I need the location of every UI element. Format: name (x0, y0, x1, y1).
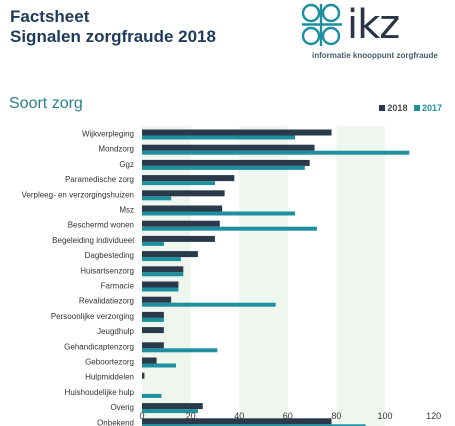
logo-subtitle: informatie knooppunt zorgfraude (312, 51, 438, 60)
bar-2017 (142, 348, 218, 353)
bar-2017 (142, 257, 181, 262)
bar-2017 (142, 409, 198, 414)
legend-swatch-2017 (413, 105, 420, 111)
bar-2018 (142, 357, 157, 364)
x-tick-label: 120 (426, 411, 441, 421)
category-label: Persoonlijke verzorging (51, 312, 134, 321)
bar-2018 (142, 266, 184, 273)
bar-2017 (142, 241, 164, 246)
bar-2018 (142, 205, 223, 212)
bar-2018 (142, 327, 164, 334)
category-label: Huishoudelijke hulp (65, 388, 135, 397)
bar-2018 (142, 175, 235, 182)
category-label: Verpleeg- en verzorgingshuizen (21, 190, 134, 199)
bar-2018 (142, 372, 145, 379)
x-tick-label: 60 (283, 411, 293, 421)
bar-2017 (142, 196, 172, 201)
category-label: Msz (119, 206, 134, 215)
category-label: Begeleiding individueel (52, 236, 134, 245)
bar-2018 (142, 418, 332, 425)
category-label: Paramedische zorg (65, 175, 134, 184)
category-label: Gehandicaptenzorg (64, 342, 134, 351)
legend-swatch-2018 (379, 105, 386, 111)
bar-2017 (142, 272, 184, 277)
bar-2017 (142, 181, 215, 186)
category-label: Mondzorg (98, 145, 134, 154)
bar-2018 (142, 144, 315, 151)
category-label: Geboortezorg (85, 358, 134, 367)
title-line-1: Factsheet (10, 7, 90, 26)
logo-wordmark: ikz (347, 2, 400, 48)
bar-2017 (142, 317, 164, 322)
bar-2018 (142, 129, 332, 136)
bar-2018 (142, 159, 310, 166)
bar-2017 (142, 135, 296, 140)
x-tick-label: 80 (331, 411, 341, 421)
category-label: Beschermd wonen (68, 221, 134, 230)
x-tick-label: 20 (186, 411, 196, 421)
category-label: Wijkverpleging (82, 130, 134, 139)
bar-2018 (142, 235, 215, 242)
legend-label-2018: 2018 (387, 103, 408, 113)
bar-2017 (142, 226, 317, 231)
x-tick-label: 0 (139, 411, 144, 421)
category-label: Revalidatiezorg (79, 297, 134, 306)
bar-2017 (142, 165, 305, 170)
category-label: Onbekend (97, 418, 134, 426)
section-title: Soort zorg (9, 95, 83, 112)
factsheet-title: Factsheet Signalen zorgfraude 2018 (10, 7, 216, 47)
x-tick-label: 40 (234, 411, 244, 421)
bar-2018 (142, 281, 179, 288)
bar-2018 (142, 403, 203, 410)
background-band (239, 126, 288, 426)
category-label: Jeugdhulp (97, 327, 134, 336)
category-label: Farmacie (101, 282, 135, 291)
knot-logo-icon (301, 3, 342, 46)
bar-2018 (142, 311, 164, 318)
category-label: Hulpmiddelen (85, 373, 134, 382)
bar-2017 (142, 150, 410, 155)
category-label: Dagbesteding (85, 251, 134, 260)
category-label: Ggz (119, 160, 134, 169)
legend-label-2017: 2017 (421, 103, 442, 113)
bar-2017 (142, 424, 366, 426)
category-label: Overig (110, 403, 134, 412)
bar-2018 (142, 296, 172, 303)
bar-2018 (142, 190, 225, 197)
x-tick-label: 100 (377, 411, 392, 421)
bar-2018 (142, 342, 164, 349)
bar-2018 (142, 251, 198, 258)
bar-2017 (142, 287, 179, 292)
bar-2018 (142, 220, 220, 227)
title-line-2: Signalen zorgfraude 2018 (10, 27, 216, 46)
category-label: Huisartsenzorg (80, 266, 134, 275)
bar-2017 (142, 393, 162, 398)
chart-legend: 2018 2017 (375, 103, 442, 113)
background-band (336, 126, 385, 426)
bar-2017 (142, 302, 276, 307)
ikz-logo: ikz informatie knooppunt zorgfraude (300, 2, 450, 72)
bar-2017 (142, 211, 296, 216)
bar-2017 (142, 363, 177, 368)
